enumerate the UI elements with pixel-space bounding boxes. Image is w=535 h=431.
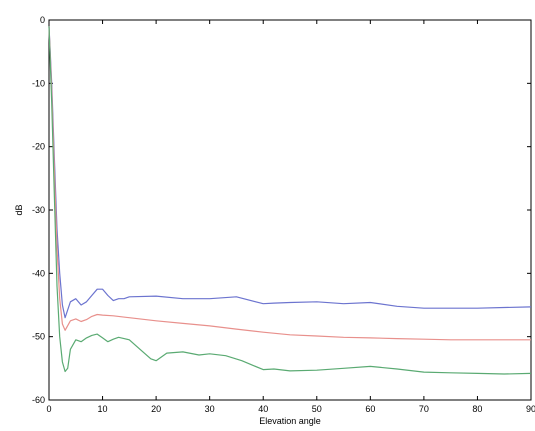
series-line-3 bbox=[48, 26, 532, 375]
x-tick-label: 70 bbox=[419, 404, 429, 414]
series-line-1 bbox=[48, 26, 532, 319]
y-tick-label: -50 bbox=[32, 332, 45, 342]
y-tick-label: 0 bbox=[40, 15, 45, 25]
x-tick-label: 40 bbox=[258, 404, 268, 414]
x-tick-label: 0 bbox=[46, 404, 51, 414]
x-tick-label: 90 bbox=[526, 404, 535, 414]
series-line-2 bbox=[48, 26, 531, 341]
x-tick-label: 10 bbox=[98, 404, 108, 414]
y-tick-label: -30 bbox=[32, 205, 45, 215]
plot-frame bbox=[48, 19, 532, 401]
x-tick-label: 80 bbox=[472, 404, 482, 414]
x-tick-label: 30 bbox=[205, 404, 215, 414]
y-tick-label: -40 bbox=[32, 268, 45, 278]
y-axis-label: dB bbox=[14, 204, 24, 215]
x-tick-label: 60 bbox=[365, 404, 375, 414]
series-lines bbox=[48, 26, 532, 375]
y-tick-label: -60 bbox=[32, 395, 45, 405]
y-axis-ticks: 0 -10 -20 -30 -40 -50 -60 bbox=[32, 15, 531, 405]
x-tick-label: 20 bbox=[151, 404, 161, 414]
x-axis-ticks: 0 10 20 30 40 50 60 70 80 90 bbox=[46, 20, 535, 414]
x-tick-label: 50 bbox=[312, 404, 322, 414]
y-tick-label: -10 bbox=[32, 78, 45, 88]
y-tick-label: -20 bbox=[32, 142, 45, 152]
x-axis-label: Elevation angle bbox=[259, 416, 321, 426]
